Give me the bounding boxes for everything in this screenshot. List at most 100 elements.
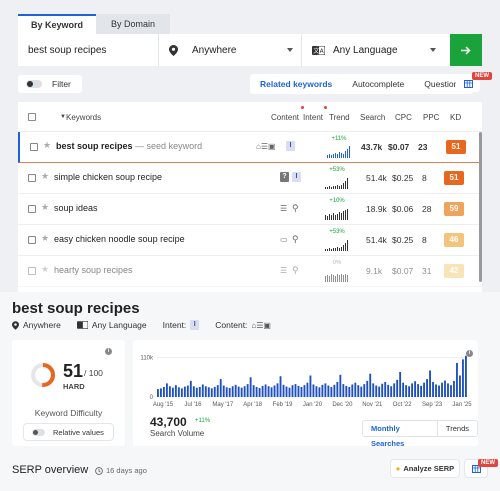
volume-bar bbox=[306, 382, 309, 397]
filter-toggle[interactable]: Filter bbox=[18, 75, 82, 93]
ppc-value: 23 bbox=[418, 142, 428, 152]
difficulty-ring bbox=[31, 363, 55, 387]
row-checkbox[interactable] bbox=[28, 205, 36, 213]
x-tick-label: Sep '23 bbox=[422, 402, 443, 408]
relative-values-toggle[interactable]: Relative values bbox=[24, 424, 113, 440]
spark-bar bbox=[331, 274, 332, 282]
info-icon[interactable]: i bbox=[105, 348, 112, 355]
toggle-switch[interactable] bbox=[32, 428, 45, 436]
keyword-text[interactable]: simple chicken soup recipe bbox=[54, 172, 163, 182]
spark-bar bbox=[345, 181, 346, 189]
search-input[interactable]: best soup recipes bbox=[28, 44, 107, 56]
header-cpc[interactable]: CPC bbox=[395, 113, 412, 122]
arrow-right-icon bbox=[461, 45, 471, 55]
row-checkbox[interactable] bbox=[30, 143, 38, 151]
table-row[interactable]: ★ easy chicken noodle soup recipe ▭ ⚲ +5… bbox=[18, 225, 482, 256]
volume-bar bbox=[426, 379, 428, 397]
ppc-value: 31 bbox=[422, 266, 432, 276]
kd-level: HARD bbox=[63, 382, 85, 391]
ppc-value: 28 bbox=[422, 204, 432, 214]
tab-autocomplete[interactable]: Autocomplete bbox=[352, 79, 405, 89]
star-icon[interactable]: ★ bbox=[41, 171, 50, 181]
y-tick-label: 0 bbox=[150, 395, 154, 401]
spark-bar bbox=[337, 247, 338, 251]
header-kd[interactable]: KD bbox=[450, 113, 462, 122]
spark-bar bbox=[327, 275, 328, 282]
intent-label: Intent: bbox=[162, 320, 187, 330]
spark-bar bbox=[345, 210, 346, 220]
keyword-cell[interactable]: best soup recipes — seed keyword bbox=[56, 141, 202, 151]
info-icon[interactable]: i bbox=[466, 350, 473, 357]
kd-badge: 46 bbox=[444, 233, 464, 247]
volume-bar bbox=[222, 385, 225, 397]
tab-monthly-searches[interactable]: Monthly Searches bbox=[363, 421, 438, 448]
keyword-text[interactable]: soup ideas bbox=[54, 203, 98, 213]
spark-bar bbox=[329, 154, 330, 158]
volume-bar bbox=[279, 376, 282, 397]
filter-label: Filter bbox=[52, 79, 71, 89]
divider bbox=[158, 34, 159, 66]
table-view-button[interactable] bbox=[456, 76, 480, 92]
volume-bar bbox=[180, 388, 183, 397]
spark-bar bbox=[335, 248, 336, 251]
row-checkbox[interactable] bbox=[28, 267, 36, 275]
trend-sparkline bbox=[325, 270, 348, 282]
tab-trends[interactable]: Trends bbox=[445, 424, 469, 433]
spark-bar bbox=[343, 275, 344, 282]
volume-bar bbox=[237, 386, 240, 397]
toggle-switch[interactable] bbox=[26, 80, 42, 88]
spark-bar bbox=[333, 248, 334, 251]
volume-bar bbox=[351, 384, 354, 397]
volume-label: Search Volume bbox=[150, 429, 205, 438]
star-icon[interactable]: ★ bbox=[41, 233, 50, 243]
volume-bar bbox=[411, 383, 414, 397]
row-checkbox[interactable] bbox=[28, 174, 36, 182]
analyze-serp-button[interactable]: ● Analyze SERP bbox=[391, 460, 459, 477]
table-row[interactable]: ★ hearty soup recipes ☰ ⚲ 0% 9.1k $0.07 … bbox=[18, 256, 482, 287]
volume-bar bbox=[294, 384, 297, 397]
y-tick-label: 110k bbox=[140, 356, 154, 362]
keyword-text[interactable]: easy chicken noodle soup recipe bbox=[54, 234, 185, 244]
header-search[interactable]: Search bbox=[360, 113, 386, 122]
spark-bar bbox=[345, 151, 346, 158]
table-row[interactable]: ★ best soup recipes — seed keyword ⌂☰▣ I… bbox=[18, 132, 482, 163]
star-icon[interactable]: ★ bbox=[41, 202, 50, 212]
detail-meta: Anywhere Any Language Intent: I Content:… bbox=[12, 320, 271, 330]
table-scrollbar[interactable] bbox=[479, 132, 482, 282]
content-label: Content: bbox=[215, 320, 248, 330]
volume-bar bbox=[225, 387, 228, 397]
keyword-text[interactable]: hearty soup recipes bbox=[54, 265, 133, 275]
volume-bar bbox=[273, 385, 276, 397]
volume-bar bbox=[339, 374, 342, 397]
table-row[interactable]: ★ soup ideas ☰ ⚲ +10% 18.9k $0.06 28 59 bbox=[18, 194, 482, 225]
header-intent[interactable]: Intent bbox=[303, 113, 324, 122]
header-content[interactable]: Content bbox=[271, 113, 300, 122]
star-icon[interactable]: ★ bbox=[41, 264, 50, 274]
table-row[interactable]: ★ simple chicken soup recipe ? I +53% 51… bbox=[18, 163, 482, 194]
volume-bar bbox=[444, 380, 446, 397]
volume-bar bbox=[441, 382, 443, 397]
x-tick-label: Feb '19 bbox=[273, 402, 293, 408]
header-ppc[interactable]: PPC bbox=[423, 113, 440, 122]
select-all-checkbox[interactable] bbox=[28, 113, 36, 121]
country-select[interactable]: Anywhere bbox=[159, 34, 301, 66]
header-trend[interactable]: Trend bbox=[329, 113, 350, 122]
header-keywords[interactable]: Keywords bbox=[66, 113, 102, 122]
tab-by-domain[interactable]: By Domain bbox=[96, 14, 170, 34]
tab-questions[interactable]: Questions bbox=[424, 79, 463, 89]
x-tick-label: Jan '25 bbox=[452, 402, 472, 408]
tab-by-keyword[interactable]: By Keyword bbox=[18, 14, 96, 34]
tab-related-keywords[interactable]: Related keywords bbox=[260, 79, 333, 89]
search-volume: 9.1k bbox=[366, 266, 383, 276]
row-checkbox[interactable] bbox=[28, 236, 36, 244]
volume-bar bbox=[363, 384, 366, 397]
sort-icon[interactable]: ▼ bbox=[60, 114, 66, 120]
search-go-button[interactable] bbox=[450, 34, 482, 66]
volume-bar bbox=[171, 387, 174, 397]
volume-bar bbox=[270, 387, 273, 397]
volume-bar bbox=[414, 381, 417, 397]
star-icon[interactable]: ★ bbox=[43, 140, 52, 150]
volume-bar bbox=[384, 381, 387, 397]
